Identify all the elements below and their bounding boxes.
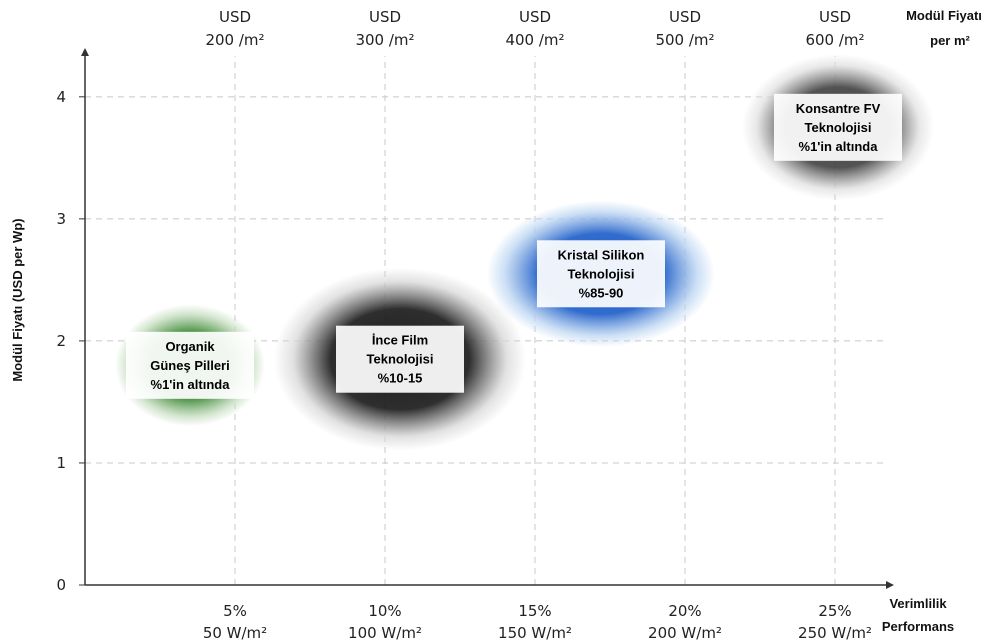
ticks: 5% 50 W/m² 10% 100 W/m² 15% 150 W/m² 20% 200 W/… — [56, 8, 872, 642]
y-axis-arrow — [81, 48, 89, 56]
x-tick-sublabel-1: 100 W/m² — [348, 624, 422, 642]
top-tick-sublabel-4: 600 /m² — [805, 31, 864, 49]
x-tick-label-0: 5% — [223, 602, 247, 620]
top-axis-label-line1: Modül Fiyatı — [906, 8, 982, 23]
top-tick-sublabel-2: 400 /m² — [505, 31, 564, 49]
y-axis-label: Modül Fiyatı (USD per Wp) — [10, 218, 25, 381]
bubble-labels: Organik Güneş Pilleri %1'in altında İnce Fi… — [126, 93, 902, 399]
x-tick-sublabel-3: 200 W/m² — [648, 624, 722, 642]
bubble-label-3-line-0: Konsantre FV — [796, 101, 881, 116]
x-axis-arrow — [886, 581, 894, 589]
bubble-label-3-line-1: Teknolojisi — [805, 120, 872, 135]
bubble-label-box-1 — [336, 325, 464, 393]
top-tick-label-1: USD — [369, 8, 401, 26]
y-tick-label-0: 0 — [56, 576, 66, 594]
top-tick-label-4: USD — [819, 8, 851, 26]
x-axis-label-line1: Verimlilik — [889, 596, 947, 611]
y-tick-label-1: 1 — [56, 454, 66, 472]
x-tick-sublabel-4: 250 W/m² — [798, 624, 872, 642]
top-tick-label-3: USD — [669, 8, 701, 26]
bubble-label-1-line-1: Teknolojisi — [367, 352, 434, 367]
x-tick-sublabel-2: 150 W/m² — [498, 624, 572, 642]
bubble-label-box-3 — [774, 93, 902, 161]
x-tick-label-2: 15% — [518, 602, 551, 620]
bubble-label-0-line-2: %1'in altında — [151, 377, 231, 392]
axes — [81, 48, 894, 589]
top-tick-sublabel-1: 300 /m² — [355, 31, 414, 49]
x-tick-label-3: 20% — [668, 602, 701, 620]
bubble-label-2-line-2: %85-90 — [579, 285, 624, 300]
y-tick-label-4: 4 — [56, 88, 66, 106]
bubble-label-0-line-1: Güneş Pilleri — [150, 358, 229, 373]
top-tick-sublabel-0: 200 /m² — [205, 31, 264, 49]
bubble-label-box-2 — [537, 240, 665, 308]
bubble-label-1-line-2: %10-15 — [378, 371, 423, 386]
y-tick-label-2: 2 — [56, 332, 66, 350]
bubble-label-1-line-0: İnce Film — [372, 333, 428, 348]
bubble-label-3-line-2: %1'in altında — [799, 139, 879, 154]
top-tick-label-2: USD — [519, 8, 551, 26]
top-tick-label-0: USD — [219, 8, 251, 26]
bubble-label-0-line-0: Organik — [165, 339, 215, 354]
bubble-label-2-line-0: Kristal Silikon — [558, 247, 645, 262]
top-axis-label-line2: per m² — [930, 33, 970, 48]
x-tick-label-4: 25% — [818, 602, 851, 620]
x-axis-label-line2: Performans — [882, 619, 954, 634]
bubble-label-box-0 — [126, 331, 254, 399]
top-tick-sublabel-3: 500 /m² — [655, 31, 714, 49]
y-tick-label-3: 3 — [56, 210, 66, 228]
x-tick-sublabel-0: 50 W/m² — [203, 624, 267, 642]
bubble-label-2-line-1: Teknolojisi — [568, 266, 635, 281]
x-tick-label-1: 10% — [368, 602, 401, 620]
